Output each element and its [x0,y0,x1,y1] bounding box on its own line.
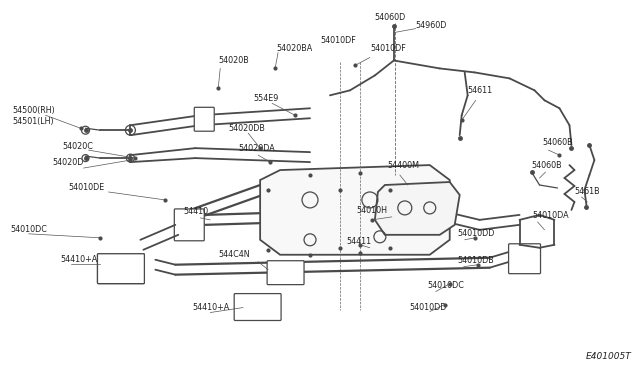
Text: 544C4N: 544C4N [218,250,250,259]
Text: 54020BA: 54020BA [276,44,312,53]
Text: 54010DC: 54010DC [428,281,465,290]
Text: 54400M: 54400M [388,161,420,170]
Text: 54020B: 54020B [218,56,249,65]
Text: 54410+A: 54410+A [192,303,230,312]
Text: 54060D: 54060D [374,13,405,22]
Text: 54060B: 54060B [532,161,562,170]
Text: 554E9: 554E9 [253,94,278,103]
Text: 54500(RH): 54500(RH) [13,106,56,115]
Text: 54010H: 54010H [356,206,387,215]
Text: 54020DB: 54020DB [228,124,265,133]
Text: 54020DA: 54020DA [238,144,275,153]
Polygon shape [260,165,450,255]
Polygon shape [375,182,460,235]
Text: 54010DF: 54010DF [370,44,406,53]
Text: 54010DE: 54010DE [68,183,105,192]
FancyBboxPatch shape [97,254,145,283]
Text: 54411: 54411 [346,237,371,246]
Text: 54010DD: 54010DD [410,303,447,312]
Text: 54020D: 54020D [52,158,84,167]
Text: 54410+A: 54410+A [61,255,98,264]
Text: 54501(LH): 54501(LH) [13,117,54,126]
Text: 54060B: 54060B [543,138,573,147]
Text: E401005T: E401005T [586,352,631,361]
Text: 54010DC: 54010DC [11,225,47,234]
Text: 54010DF: 54010DF [320,36,356,45]
FancyBboxPatch shape [234,294,281,321]
Text: 54020C: 54020C [63,142,93,151]
Text: 54410: 54410 [183,208,209,217]
FancyBboxPatch shape [267,261,304,285]
Text: 54010DD: 54010DD [458,229,495,238]
FancyBboxPatch shape [195,107,214,131]
Text: 5461B: 5461B [575,187,600,196]
FancyBboxPatch shape [174,209,204,241]
Text: 54010DB: 54010DB [458,256,495,265]
Text: 54960D: 54960D [416,21,447,30]
Text: 54010DA: 54010DA [532,211,569,220]
FancyBboxPatch shape [97,254,145,283]
FancyBboxPatch shape [509,244,541,274]
Text: 54611: 54611 [468,86,493,95]
